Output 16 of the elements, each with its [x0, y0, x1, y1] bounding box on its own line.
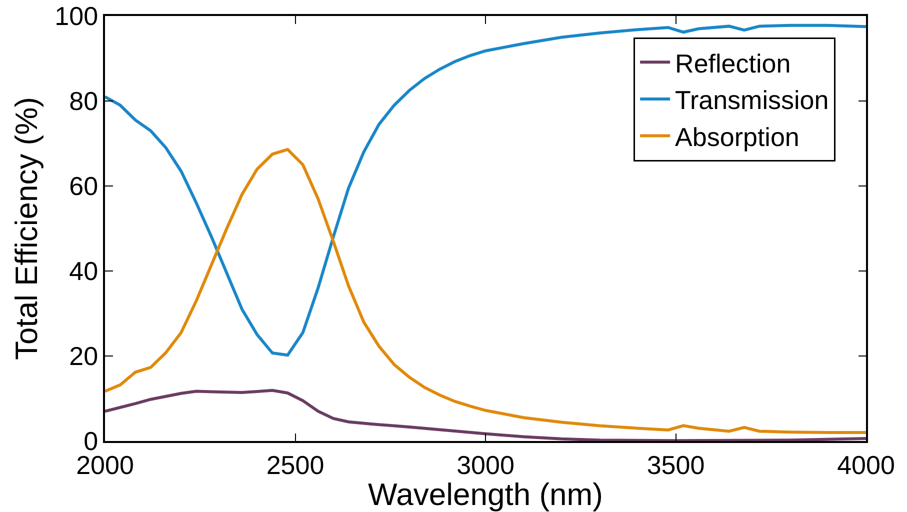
y-tick-label: 40 — [69, 256, 98, 286]
x-tick-label: 2500 — [266, 450, 324, 480]
y-axis-title: Total Efficiency (%) — [8, 96, 44, 360]
y-tick-label: 100 — [54, 1, 98, 32]
y-tick-label: 20 — [69, 341, 98, 372]
line-series — [105, 24, 866, 357]
x-axis-title: Wavelength (nm) — [368, 477, 603, 512]
x-tick-label: 3000 — [456, 450, 514, 480]
x-tick-label: 4000 — [837, 450, 895, 480]
legend-label: Reflection — [675, 48, 791, 78]
x-tick-label: 3500 — [646, 450, 705, 480]
legend-label: Absorption — [675, 122, 800, 152]
y-tick-label: 60 — [69, 171, 98, 202]
legend-label: Transmission — [675, 85, 829, 116]
line-series — [105, 388, 866, 441]
y-tick-label: 80 — [69, 86, 98, 116]
